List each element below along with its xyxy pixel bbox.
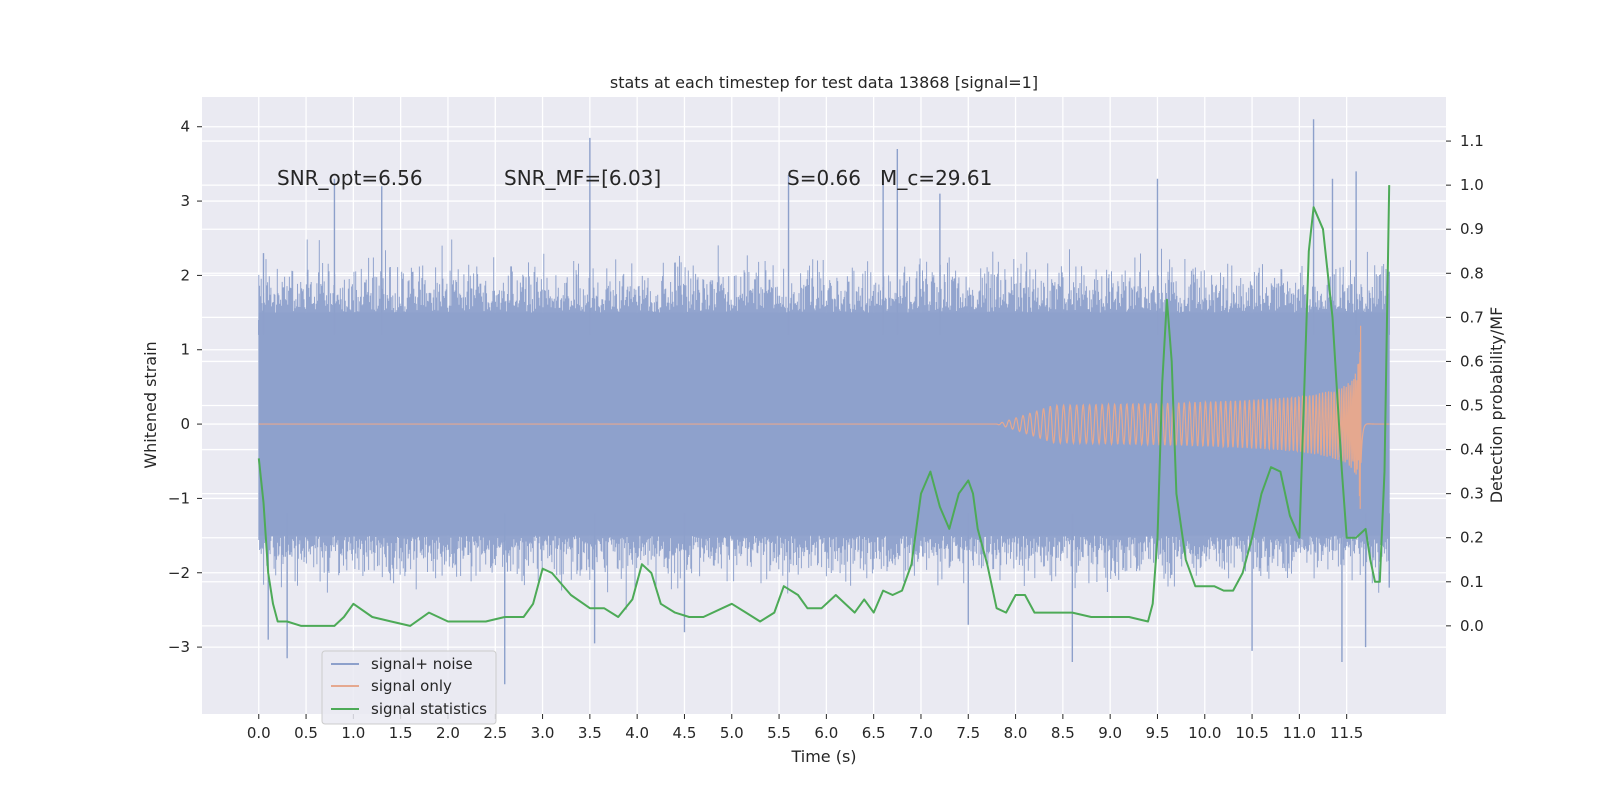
x-tick-label: 9.0	[1098, 724, 1122, 742]
x-tick-label: 4.0	[625, 724, 649, 742]
legend: signal+ noise signal only signal statist…	[321, 650, 497, 725]
x-tick-label: 7.5	[956, 724, 980, 742]
x-tick-label: 1.5	[389, 724, 413, 742]
y2-tick-label: 1.0	[1460, 176, 1484, 194]
x-axis-label: Time (s)	[790, 747, 856, 766]
y2-tick-label: 0.4	[1460, 441, 1484, 459]
y2-axis-label: Detection probability/MF	[1487, 307, 1506, 504]
x-tick-label: 6.5	[862, 724, 886, 742]
signal-statistics-line	[257, 185, 1391, 627]
legend-box	[321, 650, 497, 725]
y-tick-label: 2	[180, 266, 190, 284]
chart-title: stats at each timestep for test data 138…	[610, 73, 1038, 92]
y-tick-label: −1	[168, 489, 190, 507]
y2-tick-label: 0.6	[1460, 352, 1484, 370]
x-tick-label: 3.0	[531, 724, 555, 742]
x-tick-label: 6.0	[814, 724, 838, 742]
y2-tick-label: 0.3	[1460, 485, 1484, 503]
y2-tick-label: 0.1	[1460, 573, 1484, 591]
y2-tick-label: 0.0	[1460, 617, 1484, 635]
signal-only-series	[258, 325, 1390, 509]
y2-tick-label: 0.2	[1460, 529, 1484, 547]
y2-tick-label: 0.5	[1460, 397, 1484, 415]
x-tick-label: 4.5	[673, 724, 697, 742]
y2-tick-label: 0.9	[1460, 220, 1484, 238]
x-tick-label: 7.0	[909, 724, 933, 742]
y-tick-label: 0	[180, 415, 190, 433]
y2-tick-label: 0.7	[1460, 308, 1484, 326]
x-tick-label: 1.0	[341, 724, 365, 742]
annotation-s-mc: S=0.66 M_c=29.61	[787, 166, 992, 190]
y-tick-label: 4	[180, 118, 190, 136]
y2-tick-label: 0.8	[1460, 264, 1484, 282]
x-tick-label: 5.5	[767, 724, 791, 742]
signal-statistics-series	[257, 185, 1391, 627]
x-tick-label: 9.5	[1146, 724, 1170, 742]
axis-ticks: 0.0 0.5 1.0 1.5 2.0 2.5 3.0 3.5 4.0 4.5 5.0 5.5 6.0 6…	[168, 118, 1484, 742]
x-tick-label: 8.5	[1051, 724, 1075, 742]
y-axis-label: Whitened strain	[141, 341, 160, 468]
annotation-snr-opt: SNR_opt=6.56	[277, 166, 423, 190]
y-tick-label: 3	[180, 192, 190, 210]
x-tick-label: 0.0	[247, 724, 271, 742]
legend-label-signal-plus-noise: signal+ noise	[371, 655, 473, 673]
x-tick-label: 2.0	[436, 724, 460, 742]
signal-only-line	[258, 325, 1390, 509]
x-tick-label: 8.0	[1004, 724, 1028, 742]
y-tick-label: 1	[180, 341, 190, 359]
x-tick-label: 10.0	[1188, 724, 1221, 742]
x-tick-label: 3.5	[578, 724, 602, 742]
y-tick-label: −2	[168, 564, 190, 582]
x-tick-label: 11.5	[1330, 724, 1363, 742]
x-tick-label: 2.5	[483, 724, 507, 742]
x-tick-label: 0.5	[294, 724, 318, 742]
legend-label-signal-only: signal only	[371, 677, 452, 695]
x-tick-label: 10.5	[1235, 724, 1268, 742]
annotation-snr-mf: SNR_MF=[6.03]	[504, 166, 661, 190]
x-tick-label: 5.0	[720, 724, 744, 742]
y-tick-label: −3	[168, 638, 190, 656]
legend-label-signal-statistics: signal statistics	[371, 700, 487, 718]
y2-tick-label: 1.1	[1460, 132, 1484, 150]
x-tick-label: 11.0	[1283, 724, 1316, 742]
